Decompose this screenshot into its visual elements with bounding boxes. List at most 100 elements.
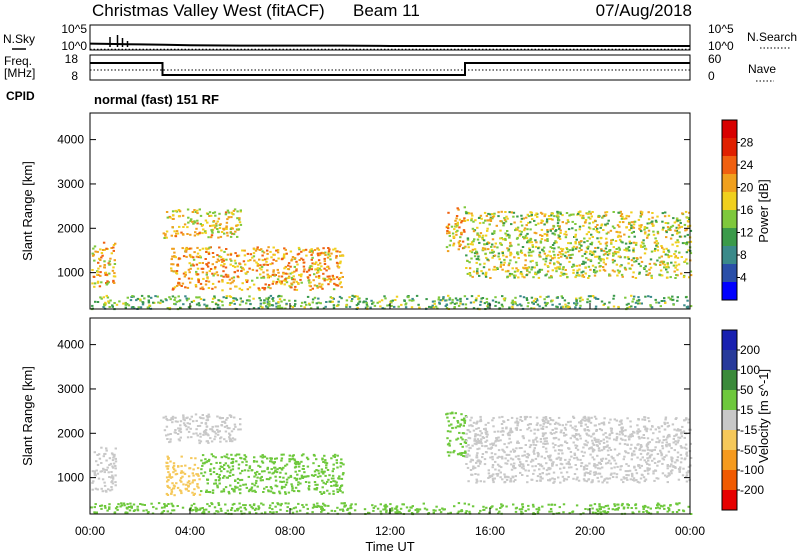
data-cell [543, 301, 547, 304]
data-cell [340, 286, 343, 289]
data-cell [657, 503, 661, 506]
data-cell [612, 253, 615, 256]
data-cell [463, 421, 466, 424]
data-cell [483, 480, 486, 483]
data-cell [686, 233, 689, 236]
data-cell [612, 252, 615, 255]
data-cell [325, 466, 328, 469]
data-cell [224, 430, 228, 433]
data-cell [178, 210, 182, 213]
data-cell [656, 437, 659, 440]
data-cell [274, 469, 277, 472]
data-cell [224, 462, 227, 465]
data-cell [594, 471, 597, 474]
data-cell [519, 295, 522, 298]
data-cell [538, 305, 541, 308]
data-cell [460, 453, 463, 456]
data-cell [582, 217, 585, 220]
data-cell [278, 490, 281, 493]
data-cell [305, 303, 308, 306]
data-cell [284, 502, 287, 505]
data-cell [481, 272, 485, 275]
data-cell [535, 232, 538, 235]
data-cell [648, 262, 652, 265]
data-cell [273, 466, 276, 469]
data-cell [240, 510, 243, 513]
data-cell [205, 419, 208, 422]
data-cell [105, 449, 108, 452]
data-cell [677, 224, 681, 227]
data-cell [499, 237, 502, 240]
data-cell [341, 254, 345, 257]
data-cell [517, 243, 520, 246]
data-cell [673, 221, 676, 224]
data-cell [453, 228, 456, 231]
data-cell [649, 258, 653, 261]
data-cell [275, 281, 278, 283]
data-cell [608, 477, 612, 480]
data-cell [677, 429, 680, 432]
data-cell [463, 206, 466, 209]
data-cell [394, 299, 397, 301]
data-cell [195, 270, 198, 273]
data-cell [542, 250, 545, 253]
data-cell [606, 477, 610, 480]
data-cell [616, 274, 619, 277]
data-cell [512, 480, 515, 483]
data-cell [238, 217, 241, 220]
data-cell [636, 424, 639, 427]
data-cell [322, 307, 326, 310]
data-cell [588, 237, 591, 240]
data-cell [470, 251, 474, 254]
data-cell [573, 434, 576, 437]
data-cell [662, 251, 665, 253]
data-cell [559, 212, 562, 215]
data-cell [465, 445, 468, 448]
data-cell [179, 436, 182, 439]
data-cell [214, 456, 217, 459]
data-cell [209, 470, 212, 472]
data-cell [647, 295, 650, 298]
data-cell [319, 475, 322, 478]
data-cell [630, 231, 634, 234]
data-cell [508, 434, 511, 437]
data-cell [620, 213, 624, 216]
data-cell [231, 503, 235, 506]
data-cell [548, 455, 552, 458]
data-cell [547, 503, 550, 506]
data-cell [338, 477, 341, 480]
data-cell [201, 414, 204, 416]
data-cell [328, 275, 331, 278]
data-cell [191, 263, 194, 266]
data-cell [272, 462, 276, 465]
data-cell [483, 302, 487, 305]
data-cell [521, 246, 525, 248]
data-cell [230, 301, 233, 304]
data-cell [201, 464, 204, 467]
data-cell [545, 220, 549, 223]
data-cell [530, 251, 533, 254]
data-cell [675, 429, 679, 432]
data-cell [525, 224, 528, 227]
data-cell [166, 494, 170, 496]
data-cell [340, 271, 343, 274]
data-cell [641, 456, 644, 459]
data-cell [162, 510, 166, 512]
colorbar-band [722, 192, 737, 211]
data-cell [547, 254, 550, 257]
data-cell [610, 429, 613, 432]
data-cell [312, 462, 315, 465]
data-cell [192, 420, 195, 423]
data-cell [620, 478, 623, 481]
data-cell [111, 453, 115, 456]
data-cell [600, 248, 603, 251]
data-cell [324, 474, 327, 477]
data-cell [534, 444, 538, 447]
data-cell [593, 415, 597, 418]
data-cell [284, 491, 287, 494]
data-cell [611, 269, 615, 272]
data-cell [543, 440, 547, 443]
data-cell [202, 228, 205, 231]
data-cell [270, 256, 273, 259]
data-cell [597, 240, 601, 243]
